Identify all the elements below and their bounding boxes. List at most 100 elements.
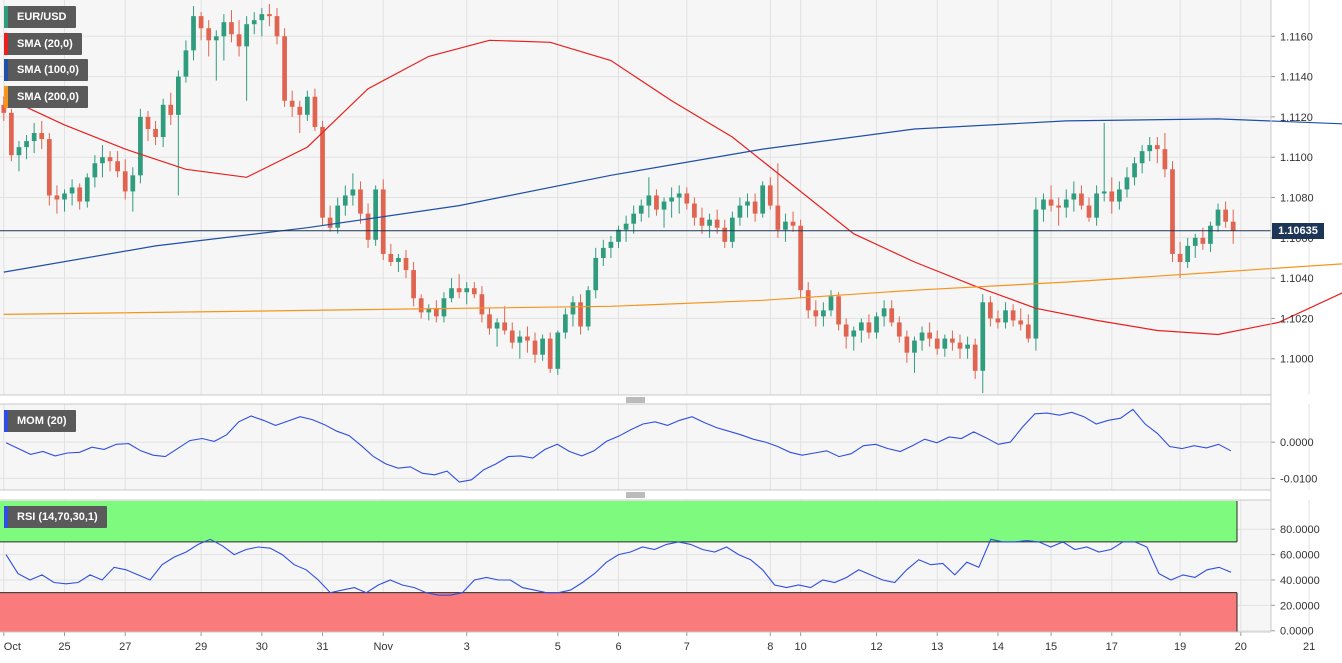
candle-body xyxy=(244,24,249,47)
candle-body xyxy=(373,189,379,240)
candle-body xyxy=(555,332,561,369)
candle xyxy=(479,286,485,323)
candle-body xyxy=(821,310,826,317)
candle-body xyxy=(1147,145,1153,152)
candle xyxy=(1041,193,1046,222)
rsi-y-tick-label: 0.0000 xyxy=(1280,626,1314,638)
rsi-y-tick-label: 60.0000 xyxy=(1280,550,1320,562)
price-y-tick-label: 1.1120 xyxy=(1280,112,1313,124)
rsi-line xyxy=(5,538,1232,596)
candle xyxy=(843,318,849,349)
candle xyxy=(236,20,242,57)
candle xyxy=(487,308,492,335)
candle xyxy=(396,253,401,273)
candle-body xyxy=(342,195,348,206)
candle xyxy=(790,211,796,232)
x-tick-label: 19 xyxy=(1174,641,1186,653)
legend-sma-200[interactable]: SMA (200,0) xyxy=(4,86,88,108)
legend-rsi[interactable]: RSI (14,70,30,1) xyxy=(4,506,107,528)
candle xyxy=(881,300,887,327)
candle xyxy=(130,167,136,212)
pane-resize-handle-upper[interactable] xyxy=(626,397,645,403)
candle xyxy=(745,193,750,218)
candle-body xyxy=(267,14,272,17)
candle-body xyxy=(1117,189,1122,202)
candle-body xyxy=(213,36,219,41)
candle-body xyxy=(434,308,439,317)
candle xyxy=(714,209,720,234)
candle-body xyxy=(39,133,45,140)
candle xyxy=(836,292,841,331)
candle-body xyxy=(881,308,887,317)
candle-body xyxy=(1177,253,1183,262)
candle-body xyxy=(995,318,1001,323)
candle xyxy=(851,326,857,351)
candle-body xyxy=(24,141,29,148)
candle-body xyxy=(638,205,644,214)
candle xyxy=(608,235,614,258)
legend-sma-100[interactable]: SMA (100,0) xyxy=(4,59,88,81)
candle xyxy=(213,30,219,81)
candle xyxy=(965,336,970,359)
legend-symbol[interactable]: EUR/USD xyxy=(4,6,76,28)
candle xyxy=(206,20,212,57)
price-y-tick-label: 1.1160 xyxy=(1280,31,1313,43)
candle xyxy=(1162,133,1168,178)
candle-body xyxy=(449,288,454,299)
candle-body xyxy=(1071,193,1077,200)
candle-body xyxy=(904,336,910,353)
legend-rsi-label: RSI (14,70,30,1) xyxy=(17,511,98,523)
candle xyxy=(1094,185,1099,226)
candle xyxy=(684,187,690,210)
candle-body xyxy=(183,50,189,77)
candle xyxy=(365,203,371,248)
legend-mom[interactable]: MOM (20) xyxy=(4,410,76,432)
candle xyxy=(1177,241,1183,279)
candle xyxy=(1215,203,1221,232)
candle-body xyxy=(896,322,902,337)
candle-body xyxy=(714,219,720,228)
legend-sma-100-label: SMA (100,0) xyxy=(17,64,79,76)
candle xyxy=(866,314,872,339)
candle xyxy=(676,185,682,214)
price-y-tick-label: 1.1140 xyxy=(1280,72,1313,84)
candle-body xyxy=(153,128,158,138)
oscillator-layer xyxy=(5,408,1232,596)
legend-sma-20[interactable]: SMA (20,0) xyxy=(4,33,82,55)
candle-body xyxy=(805,290,811,311)
candle-body xyxy=(843,324,849,337)
legend-sma-100-swatch xyxy=(4,59,8,81)
candle-body xyxy=(1132,163,1137,178)
candle-body xyxy=(138,116,143,176)
candle xyxy=(988,296,993,327)
candle-body xyxy=(107,157,113,162)
price-y-tick-label: 1.1020 xyxy=(1280,313,1314,325)
candle-body xyxy=(350,189,356,196)
candle xyxy=(92,155,98,188)
candle-body xyxy=(92,163,98,178)
candle-body xyxy=(874,316,879,333)
candle-body xyxy=(1109,191,1115,202)
candle xyxy=(24,135,29,160)
candle xyxy=(517,330,523,359)
candle-body xyxy=(532,340,538,355)
candle-body xyxy=(1215,209,1221,226)
candle xyxy=(760,181,766,218)
candle-body xyxy=(396,257,401,262)
candle-body xyxy=(889,308,895,323)
candle xyxy=(305,90,310,121)
candle-body xyxy=(31,133,37,142)
candle xyxy=(972,338,978,379)
legend-sma-20-swatch xyxy=(4,33,8,55)
candle xyxy=(904,330,910,363)
candle xyxy=(418,294,424,319)
candle-body xyxy=(540,338,545,355)
candle xyxy=(1200,227,1206,250)
candle xyxy=(251,12,257,35)
candle xyxy=(358,181,363,224)
candle xyxy=(411,261,416,307)
candle-body xyxy=(775,205,781,230)
pane-resize-handle-lower[interactable] xyxy=(626,492,645,498)
candle xyxy=(46,133,52,206)
